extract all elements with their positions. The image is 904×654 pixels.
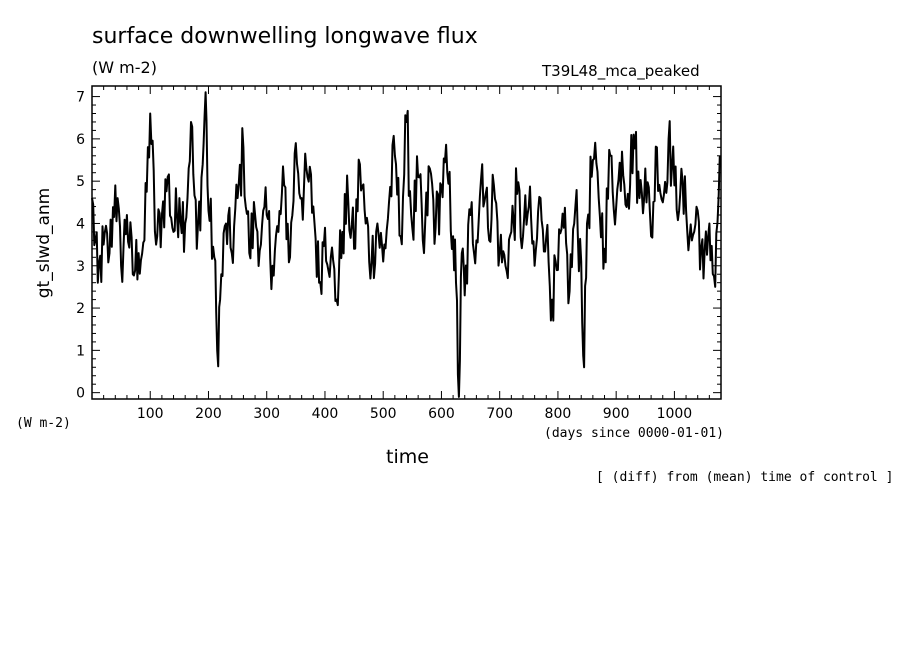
y-tick-label: 3 xyxy=(76,259,85,275)
y-tick-label: 0 xyxy=(76,386,85,402)
x-tick-label: 300 xyxy=(253,406,280,422)
tick-labels: 100 200 300 400 500 600 700 800 900 1000 0 1 2 3 4 5 6 7 xyxy=(76,90,692,422)
y-tick-label: 1 xyxy=(76,343,85,359)
y-units-label: (W m-2) xyxy=(16,416,71,431)
x-tick-label: 800 xyxy=(545,406,572,422)
y-tick-label: 2 xyxy=(76,301,85,317)
x-tick-label: 900 xyxy=(603,406,630,422)
x-tick-label: 1000 xyxy=(657,406,693,422)
y-tick-label: 4 xyxy=(76,216,85,232)
x-tick-label: 200 xyxy=(195,406,222,422)
series-line xyxy=(91,91,721,398)
x-tick-label: 500 xyxy=(370,406,397,422)
chart-title: surface downwelling longwave flux xyxy=(92,24,478,49)
plot-frame xyxy=(91,85,722,400)
x-tick-label: 100 xyxy=(137,406,164,422)
y-tick-label: 6 xyxy=(76,132,85,148)
axis-ticks xyxy=(92,86,721,399)
y-tick-label: 5 xyxy=(76,174,85,190)
run-name: T39L48_mca_peaked xyxy=(542,62,700,80)
x-tick-label: 400 xyxy=(312,406,339,422)
x-axis-label: time xyxy=(386,446,429,468)
y-tick-label: 7 xyxy=(76,90,85,106)
x-units-label: (days since 0000-01-01) xyxy=(544,426,725,441)
diff-note: [ (diff) from (mean) time of control ] xyxy=(596,470,894,485)
title-units: (W m-2) xyxy=(92,58,157,77)
x-tick-label: 700 xyxy=(486,406,513,422)
x-tick-label: 600 xyxy=(428,406,455,422)
